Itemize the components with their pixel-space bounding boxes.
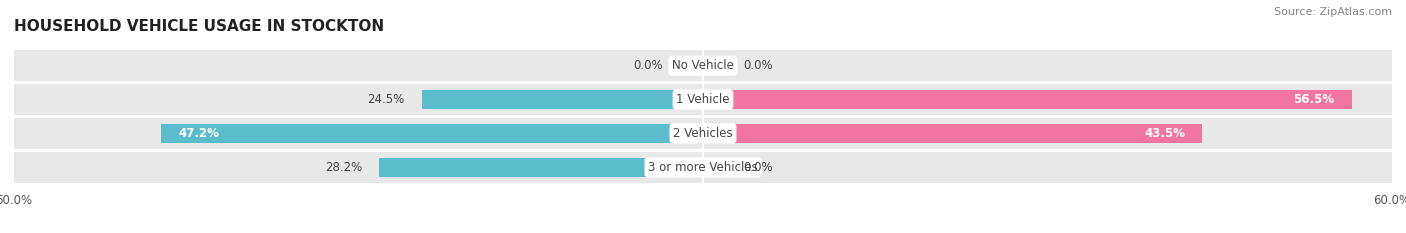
Bar	[703, 158, 720, 177]
Text: 0.0%: 0.0%	[744, 161, 773, 174]
Bar	[703, 118, 1392, 149]
Bar	[686, 56, 703, 75]
Bar	[422, 90, 703, 109]
Text: 56.5%: 56.5%	[1294, 93, 1334, 106]
Bar	[703, 84, 1392, 115]
Text: 28.2%: 28.2%	[325, 161, 361, 174]
Text: 2 Vehicles: 2 Vehicles	[673, 127, 733, 140]
Bar	[703, 124, 1202, 143]
Bar	[14, 84, 703, 115]
Text: 0.0%: 0.0%	[744, 59, 773, 72]
Bar	[703, 50, 1392, 81]
Bar	[14, 118, 703, 149]
Text: HOUSEHOLD VEHICLE USAGE IN STOCKTON: HOUSEHOLD VEHICLE USAGE IN STOCKTON	[14, 19, 384, 34]
Bar	[14, 50, 703, 81]
Text: No Vehicle: No Vehicle	[672, 59, 734, 72]
Bar	[703, 56, 720, 75]
Text: 47.2%: 47.2%	[179, 127, 219, 140]
Text: 43.5%: 43.5%	[1144, 127, 1185, 140]
Text: 24.5%: 24.5%	[367, 93, 405, 106]
Bar	[162, 124, 703, 143]
Bar	[380, 158, 703, 177]
Text: 3 or more Vehicles: 3 or more Vehicles	[648, 161, 758, 174]
Text: Source: ZipAtlas.com: Source: ZipAtlas.com	[1274, 7, 1392, 17]
Text: 1 Vehicle: 1 Vehicle	[676, 93, 730, 106]
Bar	[14, 152, 703, 183]
Bar	[703, 90, 1351, 109]
Text: 0.0%: 0.0%	[633, 59, 662, 72]
Bar	[703, 152, 1392, 183]
